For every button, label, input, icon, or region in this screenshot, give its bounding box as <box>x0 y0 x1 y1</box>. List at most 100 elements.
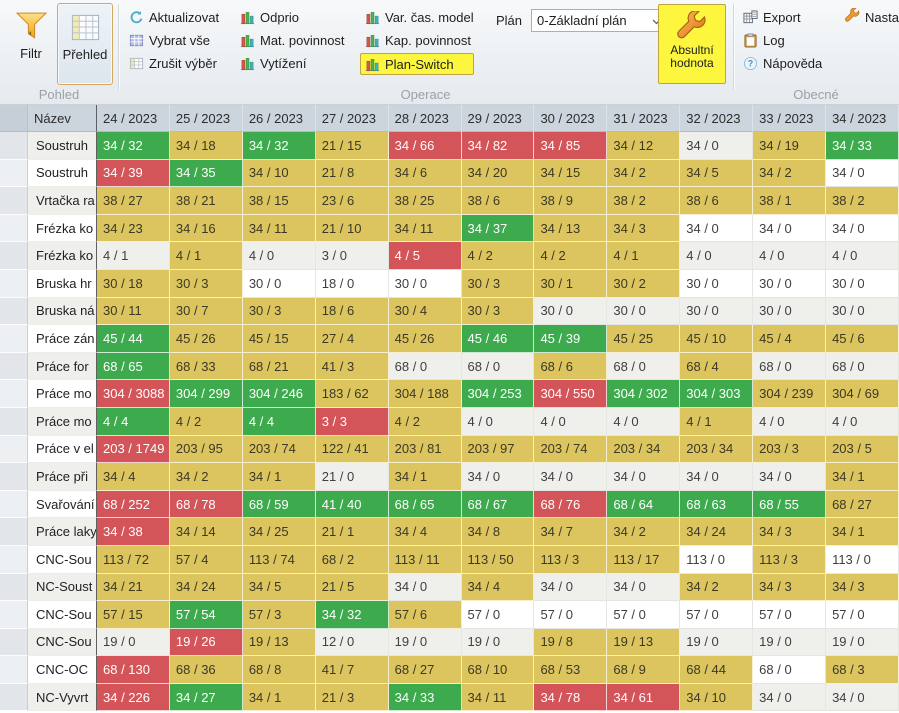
grid-cell[interactable]: 34 / 0 <box>388 573 462 602</box>
grid-cell[interactable]: 57 / 4 <box>169 545 243 574</box>
grid-cell[interactable]: 34 / 14 <box>169 518 243 546</box>
grid-cell[interactable]: 34 / 61 <box>607 683 681 712</box>
grid-cell[interactable]: 34 / 0 <box>753 463 827 491</box>
grid-cell[interactable]: 34 / 24 <box>680 518 754 546</box>
grid-cell[interactable]: 113 / 17 <box>607 545 681 574</box>
grid-cell[interactable]: 34 / 66 <box>388 132 462 160</box>
grid-cell[interactable]: 34 / 0 <box>826 683 899 712</box>
grid-cell[interactable]: 41 / 7 <box>315 656 389 684</box>
grid-cell[interactable]: 30 / 0 <box>826 297 899 326</box>
grid-cell[interactable]: 30 / 3 <box>242 297 316 326</box>
grid-cell[interactable]: 113 / 72 <box>97 545 170 574</box>
grid-cell[interactable]: 45 / 4 <box>753 325 827 353</box>
grid-cell[interactable]: 30 / 11 <box>97 297 170 326</box>
grid-cell[interactable]: 34 / 4 <box>461 573 535 602</box>
row-name[interactable]: NC-Vyvrt <box>28 683 97 712</box>
grid-cell[interactable]: 57 / 0 <box>461 601 535 629</box>
grid-cell[interactable]: 68 / 64 <box>607 490 681 519</box>
grid-cell[interactable]: 45 / 46 <box>461 325 535 353</box>
grid-cell[interactable]: 4 / 0 <box>826 242 899 270</box>
grid-cell[interactable]: 38 / 25 <box>388 187 462 215</box>
grid-cell[interactable]: 30 / 0 <box>826 269 899 298</box>
grid-cell[interactable]: 34 / 2 <box>607 518 681 546</box>
grid-cell[interactable]: 34 / 19 <box>753 132 827 160</box>
grid-cell[interactable]: 68 / 0 <box>607 352 681 381</box>
grid-cell[interactable]: 19 / 26 <box>169 628 243 657</box>
grid-cell[interactable]: 30 / 2 <box>607 269 681 298</box>
grid-cell[interactable]: 34 / 33 <box>388 683 462 712</box>
grid-cell[interactable]: 57 / 0 <box>826 601 899 629</box>
grid-cell[interactable]: 68 / 67 <box>461 490 535 519</box>
grid-cell[interactable]: 68 / 55 <box>753 490 827 519</box>
ribbon-button-mat-povinnost[interactable]: Mat. povinnost <box>239 30 345 50</box>
grid-cell[interactable]: 38 / 1 <box>753 187 827 215</box>
grid-cell[interactable]: 34 / 0 <box>534 463 608 491</box>
grid-cell[interactable]: 34 / 32 <box>315 601 389 629</box>
column-header-week[interactable]: 24 / 2023 <box>97 105 170 132</box>
grid-cell[interactable]: 203 / 1749 <box>97 435 170 464</box>
grid-cell[interactable]: 4 / 2 <box>169 407 243 436</box>
grid-cell[interactable]: 68 / 44 <box>680 656 754 684</box>
grid-cell[interactable]: 68 / 0 <box>753 656 827 684</box>
grid-cell[interactable]: 34 / 8 <box>461 518 535 546</box>
grid-cell[interactable]: 34 / 24 <box>169 573 243 602</box>
grid-cell[interactable]: 34 / 6 <box>388 159 462 188</box>
grid-cell[interactable]: 68 / 10 <box>461 656 535 684</box>
grid-cell[interactable]: 34 / 4 <box>97 463 170 491</box>
row-name[interactable]: CNC-Sou <box>28 628 97 657</box>
grid-cell[interactable]: 19 / 13 <box>607 628 681 657</box>
grid-cell[interactable]: 304 / 550 <box>534 380 608 408</box>
grid-cell[interactable]: 57 / 3 <box>242 601 316 629</box>
grid-cell[interactable]: 203 / 3 <box>753 435 827 464</box>
grid-cell[interactable]: 34 / 0 <box>753 214 827 243</box>
grid-cell[interactable]: 38 / 15 <box>242 187 316 215</box>
grid-cell[interactable]: 68 / 27 <box>388 656 462 684</box>
ribbon-button-log[interactable]: Log <box>742 30 822 50</box>
grid-cell[interactable]: 68 / 0 <box>461 352 535 381</box>
grid-cell[interactable]: 68 / 3 <box>826 656 899 684</box>
grid-cell[interactable]: 21 / 3 <box>315 683 389 712</box>
grid-cell[interactable]: 4 / 4 <box>242 407 316 436</box>
grid-cell[interactable]: 68 / 65 <box>97 352 170 381</box>
grid-cell[interactable]: 4 / 5 <box>388 242 462 270</box>
grid-cell[interactable]: 34 / 0 <box>826 214 899 243</box>
grid-cell[interactable]: 45 / 10 <box>680 325 754 353</box>
grid-cell[interactable]: 34 / 0 <box>680 463 754 491</box>
grid-cell[interactable]: 68 / 130 <box>97 656 170 684</box>
grid-cell[interactable]: 4 / 2 <box>534 242 608 270</box>
grid-cell[interactable]: 3 / 0 <box>315 242 389 270</box>
grid-cell[interactable]: 34 / 5 <box>680 159 754 188</box>
grid-cell[interactable]: 113 / 50 <box>461 545 535 574</box>
grid-cell[interactable]: 34 / 3 <box>607 214 681 243</box>
grid-cell[interactable]: 34 / 10 <box>242 159 316 188</box>
grid-cell[interactable]: 34 / 2 <box>753 159 827 188</box>
grid-cell[interactable]: 34 / 0 <box>607 463 681 491</box>
grid-cell[interactable]: 34 / 85 <box>534 132 608 160</box>
grid-cell[interactable]: 19 / 0 <box>461 628 535 657</box>
grid-cell[interactable]: 34 / 0 <box>607 573 681 602</box>
grid-cell[interactable]: 113 / 74 <box>242 545 316 574</box>
grid-cell[interactable]: 45 / 44 <box>97 325 170 353</box>
grid-cell[interactable]: 41 / 40 <box>315 490 389 519</box>
grid-cell[interactable]: 34 / 3 <box>826 573 899 602</box>
grid-cell[interactable]: 203 / 97 <box>461 435 535 464</box>
ribbon-button-kap-povinnost[interactable]: Kap. povinnost <box>364 30 474 50</box>
grid-cell[interactable]: 34 / 1 <box>826 518 899 546</box>
grid-cell[interactable]: 304 / 299 <box>169 380 243 408</box>
grid-cell[interactable]: 4 / 1 <box>169 242 243 270</box>
grid-cell[interactable]: 34 / 226 <box>97 683 170 712</box>
filter-button[interactable]: Filtr <box>8 6 54 82</box>
grid-cell[interactable]: 183 / 62 <box>315 380 389 408</box>
grid-cell[interactable]: 304 / 69 <box>826 380 899 408</box>
grid-cell[interactable]: 4 / 0 <box>680 242 754 270</box>
grid-cell[interactable]: 68 / 9 <box>607 656 681 684</box>
grid-cell[interactable]: 27 / 4 <box>315 325 389 353</box>
grid-cell[interactable]: 34 / 32 <box>242 132 316 160</box>
grid-cell[interactable]: 34 / 5 <box>242 573 316 602</box>
row-name[interactable]: Svařování <box>28 490 97 519</box>
grid-cell[interactable]: 19 / 0 <box>753 628 827 657</box>
grid-cell[interactable]: 68 / 63 <box>680 490 754 519</box>
row-name[interactable]: CNC-Sou <box>28 601 97 629</box>
column-header-week[interactable]: 34 / 2023 <box>826 105 899 132</box>
ribbon-button-aktualizovat[interactable]: Aktualizovat <box>128 7 219 27</box>
